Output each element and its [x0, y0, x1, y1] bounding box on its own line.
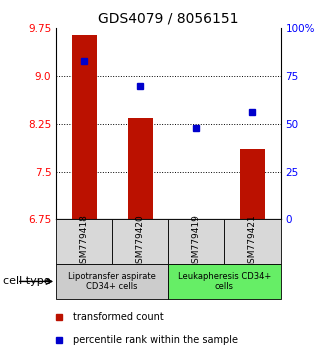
Text: GSM779419: GSM779419 — [192, 214, 201, 269]
Bar — [224, 219, 280, 264]
Bar — [128, 118, 153, 219]
Text: Lipotransfer aspirate
CD34+ cells: Lipotransfer aspirate CD34+ cells — [68, 272, 156, 291]
Bar — [240, 149, 265, 219]
Text: Leukapheresis CD34+
cells: Leukapheresis CD34+ cells — [178, 272, 271, 291]
Bar — [112, 219, 168, 264]
Text: GSM779418: GSM779418 — [80, 214, 89, 269]
Text: cell type: cell type — [3, 276, 51, 286]
Bar — [168, 219, 224, 264]
Title: GDS4079 / 8056151: GDS4079 / 8056151 — [98, 12, 239, 26]
Text: percentile rank within the sample: percentile rank within the sample — [73, 335, 238, 345]
Bar — [56, 219, 112, 264]
Text: GSM779421: GSM779421 — [248, 214, 257, 269]
Text: GSM779420: GSM779420 — [136, 214, 145, 269]
Bar — [56, 264, 168, 299]
Bar — [184, 219, 209, 226]
Text: transformed count: transformed count — [73, 312, 163, 322]
Bar — [72, 35, 97, 219]
Bar — [168, 264, 280, 299]
